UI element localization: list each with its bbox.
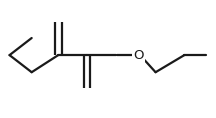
Text: O: O <box>133 49 144 62</box>
